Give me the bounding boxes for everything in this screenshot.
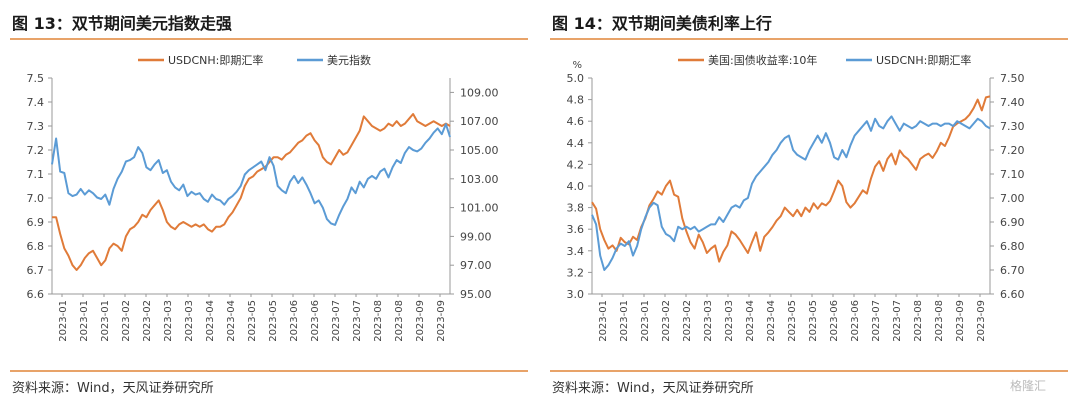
x-tick-label: 2023-06 [829, 300, 840, 342]
left-axis-unit: % [572, 60, 582, 71]
chart-13-svg: 6.6 6.7 6.8 6.9 7.0 7.1 7.2 7.3 7.4 7.5 95.00 97.00… [27, 53, 499, 342]
legend-label: USDCNH:即期汇率 [168, 53, 263, 67]
right-tick-label: 105.00 [460, 144, 499, 157]
chart-panel-left: 图 13：双节期间美元指数走强 6.6 6.7 6.8 6.9 7.0 7.1 7.2 7.3… [10, 0, 530, 402]
watermark-logo: 格隆汇 [1010, 379, 1047, 393]
x-tick-label: 2023-09 [436, 300, 447, 342]
x-tick-label: 2023-04 [745, 300, 756, 342]
x-tick-label: 2023-06 [850, 300, 861, 342]
left-tick-label: 7.5 [27, 72, 45, 85]
source-note: 资料来源：Wind，天风证券研究所 [12, 381, 214, 396]
left-tick-label: 7.1 [27, 168, 45, 181]
x-tick-label: 2023-03 [163, 300, 174, 342]
x-tick-label: 2023-01 [640, 300, 651, 342]
x-tick-label: 2023-02 [142, 300, 153, 342]
x-tick-label: 2023-09 [415, 300, 426, 342]
right-tick-label: 97.00 [460, 259, 492, 272]
x-tick-label: 2023-03 [724, 300, 735, 342]
x-tick-label: 2023-05 [808, 300, 819, 342]
chart-14-svg: 3.0 3.2 3.4 3.6 3.8 4.0 4.2 4.4 4.6 4.8 5.0 6.60 6.7… [567, 53, 1025, 342]
top-rule [550, 38, 1068, 40]
right-tick-label: 7.10 [1000, 168, 1025, 181]
x-tick-label: 2023-05 [787, 300, 798, 342]
right-tick-label: 6.90 [1000, 216, 1025, 229]
x-tick-label: 2023-01 [100, 300, 111, 342]
x-tick-label: 2023-01 [598, 300, 609, 342]
right-tick-label: 7.00 [1000, 192, 1025, 205]
x-tick-label: 2023-08 [913, 300, 924, 342]
x-tick-label: 2023-05 [247, 300, 258, 342]
legend-label: USDCNH:即期汇率 [876, 53, 971, 67]
right-tick-label: 6.80 [1000, 240, 1025, 253]
left-tick-label: 4.2 [567, 158, 585, 171]
left-tick-label: 6.6 [27, 288, 45, 301]
x-tick-label: 2023-08 [934, 300, 945, 342]
right-tick-label: 7.50 [1000, 72, 1025, 85]
x-tick-label: 2023-04 [766, 300, 777, 342]
x-tick-label: 2023-02 [661, 300, 672, 342]
x-tick-label: 2023-02 [682, 300, 693, 342]
right-tick-label: 7.20 [1000, 144, 1025, 157]
x-tick-label: 2023-06 [289, 300, 300, 342]
x-tick-label: 2023-01 [79, 300, 90, 342]
right-tick-label: 101.00 [460, 202, 499, 215]
x-tick-label: 2023-07 [892, 300, 903, 342]
left-tick-label: 3.2 [567, 266, 585, 279]
x-tick-label: 2023-07 [352, 300, 363, 342]
x-tick-label: 2023-03 [703, 300, 714, 342]
top-rule [10, 38, 528, 40]
x-tick-label: 2023-01 [619, 300, 630, 342]
x-tick-label: 2023-03 [184, 300, 195, 342]
x-tick-label: 2023-01 [58, 300, 69, 342]
right-tick-label: 95.00 [460, 288, 492, 301]
left-tick-label: 3.4 [567, 245, 585, 258]
x-tick-label: 2023-09 [955, 300, 966, 342]
chart-title: 图 14：双节期间美债利率上行 [552, 14, 772, 33]
x-tick-label: 2023-08 [373, 300, 384, 342]
x-tick-label: 2023-09 [976, 300, 987, 342]
left-tick-label: 5.0 [567, 72, 585, 85]
x-tick-label: 2023-07 [331, 300, 342, 342]
chart-panel-right: 图 14：双节期间美债利率上行 3.0 3.2 3.4 3.6 3.8 4.0 4.2 4.4… [550, 0, 1070, 402]
x-tick-label: 2023-04 [226, 300, 237, 342]
left-tick-label: 7.2 [27, 144, 45, 157]
left-tick-label: 7.4 [27, 96, 45, 109]
x-tick-label: 2023-07 [871, 300, 882, 342]
legend-label: 美国:国债收益率:10年 [708, 53, 817, 67]
right-tick-label: 7.30 [1000, 120, 1025, 133]
left-tick-label: 3.6 [567, 223, 585, 236]
left-tick-label: 7.3 [27, 120, 45, 133]
right-tick-label: 109.00 [460, 86, 499, 99]
left-tick-label: 6.7 [27, 264, 45, 277]
left-tick-label: 3.0 [567, 288, 585, 301]
right-tick-label: 7.40 [1000, 96, 1025, 109]
right-tick-label: 6.60 [1000, 288, 1025, 301]
series-line [51, 123, 451, 226]
x-tick-label: 2023-04 [205, 300, 216, 342]
series-line [52, 113, 451, 271]
left-tick-label: 6.9 [27, 216, 45, 229]
left-tick-label: 3.8 [567, 202, 585, 215]
left-tick-label: 7.0 [27, 192, 45, 205]
series-line [591, 115, 991, 271]
x-tick-label: 2023-08 [394, 300, 405, 342]
x-tick-label: 2023-02 [121, 300, 132, 342]
left-tick-label: 4.8 [567, 94, 585, 107]
legend-label: 美元指数 [327, 53, 371, 67]
left-tick-label: 4.0 [567, 180, 585, 193]
bottom-rule [550, 370, 1068, 372]
source-note: 资料来源：Wind，天风证券研究所 [552, 381, 754, 396]
right-tick-label: 103.00 [460, 173, 499, 186]
left-tick-label: 4.4 [567, 137, 585, 150]
right-tick-label: 6.70 [1000, 264, 1025, 277]
right-tick-label: 99.00 [460, 230, 492, 243]
series-line [591, 95, 991, 263]
left-tick-label: 6.8 [27, 240, 45, 253]
left-tick-label: 4.6 [567, 115, 585, 128]
x-tick-label: 2023-05 [268, 300, 279, 342]
bottom-rule [10, 370, 528, 372]
right-tick-label: 107.00 [460, 115, 499, 128]
chart-title: 图 13：双节期间美元指数走强 [12, 14, 232, 33]
x-tick-label: 2023-06 [310, 300, 321, 342]
